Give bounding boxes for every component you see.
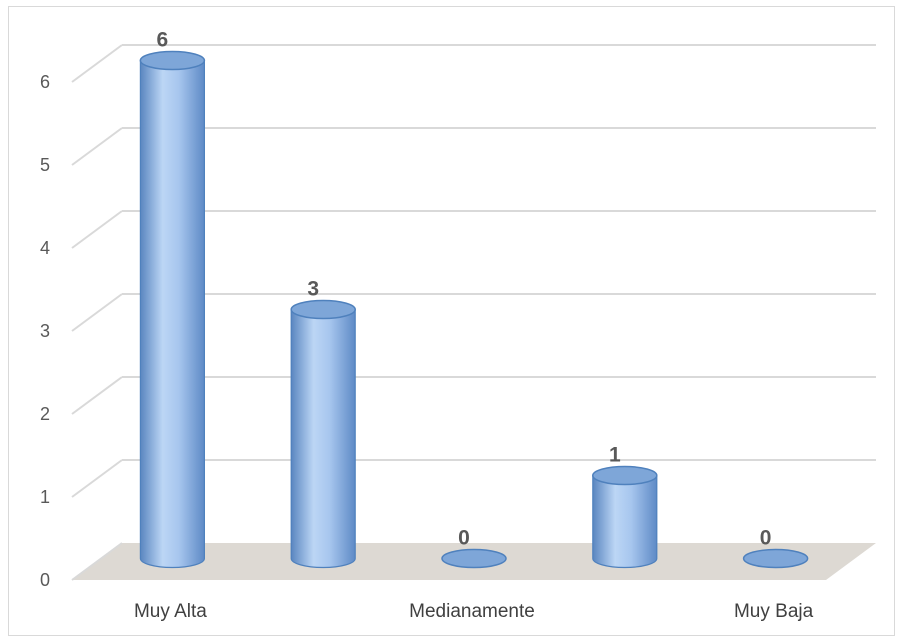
- data-label: 0: [760, 527, 772, 550]
- bar-top: [742, 548, 809, 569]
- wall-gridline: [71, 542, 123, 581]
- bar-top: [139, 50, 206, 71]
- y-tick-label: 0: [40, 570, 50, 590]
- y-tick-label: 6: [40, 72, 50, 92]
- data-label: 6: [157, 29, 169, 52]
- x-tick-label: Medianamente: [409, 601, 535, 622]
- wall-gridline: [71, 293, 123, 332]
- wall-gridline: [71, 44, 123, 83]
- wall-gridline: [71, 459, 123, 498]
- bar-top: [441, 548, 507, 569]
- data-label: 1: [609, 444, 621, 467]
- wall-gridline: [71, 376, 123, 415]
- bar-body: [592, 474, 658, 569]
- y-tick-label: 1: [40, 487, 50, 507]
- bar-muy-baja: [742, 548, 809, 569]
- data-label: 3: [307, 278, 319, 301]
- bar-body: [290, 308, 356, 569]
- y-tick-label: 3: [40, 321, 50, 341]
- y-tick-label: 5: [40, 155, 50, 175]
- wall-gridline: [71, 210, 123, 249]
- bar-top: [290, 299, 356, 320]
- y-tick-label: 2: [40, 404, 50, 424]
- chart-frame: [8, 6, 895, 636]
- bar-top: [592, 465, 658, 486]
- bar-alta: [290, 299, 356, 569]
- y-tick-label: 4: [40, 238, 50, 258]
- wall-gridline: [71, 127, 123, 166]
- bar-muy-alta: [139, 50, 206, 569]
- x-tick-label: Muy Alta: [134, 601, 207, 622]
- bar-medianamente: [441, 548, 507, 569]
- bar-body: [139, 59, 205, 569]
- bar-baja: [592, 465, 658, 569]
- data-label: 0: [458, 527, 470, 550]
- x-tick-label: Muy Baja: [734, 601, 814, 622]
